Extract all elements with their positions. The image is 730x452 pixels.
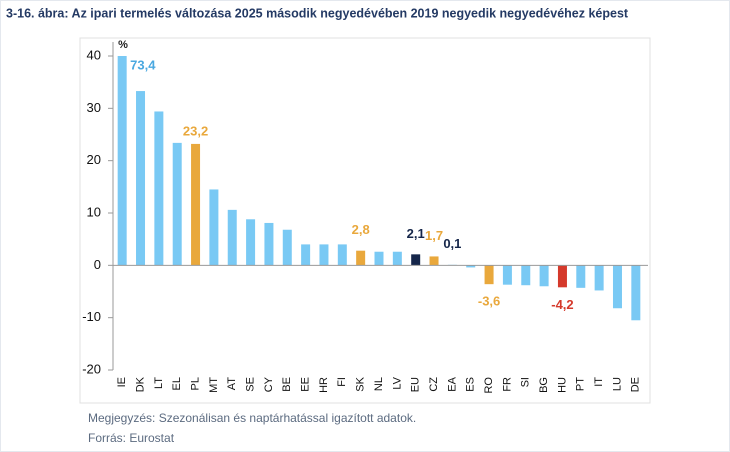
- bar: [612, 265, 622, 309]
- bar: [374, 251, 384, 266]
- x-tick-label: SK: [355, 376, 367, 391]
- bar: [594, 265, 604, 291]
- x-tick-label: LU: [611, 377, 623, 391]
- bar: [264, 222, 274, 266]
- bar: [136, 91, 146, 266]
- bar: [631, 265, 641, 321]
- value-label: -4,2: [551, 297, 573, 312]
- bar: [521, 265, 531, 286]
- x-tick-label: RO: [483, 377, 495, 394]
- x-tick-label: IT: [593, 377, 605, 387]
- value-label: 73,4: [130, 57, 156, 72]
- x-tick-label: NL: [373, 377, 385, 391]
- x-tick-label: HU: [556, 377, 568, 393]
- bar: [209, 189, 219, 266]
- value-label: -3,6: [478, 294, 500, 309]
- x-tick-label: EE: [300, 377, 312, 392]
- x-tick-label: EL: [171, 377, 183, 390]
- x-tick-label: MT: [208, 377, 220, 393]
- y-tick-label: -10: [82, 309, 101, 324]
- bar: [466, 265, 476, 268]
- plot-frame: [79, 37, 651, 404]
- y-tick-label: 30: [87, 100, 101, 115]
- value-label: 0,1: [443, 236, 461, 251]
- x-tick-label: ES: [465, 377, 477, 392]
- bar: [117, 56, 127, 266]
- bar: [154, 111, 164, 266]
- y-tick-label: 40: [87, 47, 101, 62]
- x-tick-label: SI: [520, 377, 532, 387]
- y-tick-label: -20: [82, 361, 101, 376]
- bar: [576, 265, 586, 288]
- x-tick-label: EA: [446, 376, 458, 391]
- value-label: 2,1: [407, 226, 425, 241]
- x-tick-label: DK: [134, 376, 146, 392]
- bar: [356, 250, 366, 266]
- x-tick-label: PT: [575, 377, 587, 391]
- x-tick-label: BG: [538, 377, 550, 393]
- bar: [191, 143, 201, 266]
- y-tick-label: 0: [94, 257, 101, 272]
- x-tick-label: HR: [318, 377, 330, 393]
- y-unit: %: [118, 39, 128, 51]
- note: Megjegyzés: Szezonálisan és naptárhatáss…: [88, 411, 416, 425]
- bar: [337, 244, 347, 266]
- x-tick-label: LT: [153, 377, 165, 389]
- x-tick-label: AT: [226, 377, 238, 391]
- x-tick-label: FR: [501, 377, 513, 392]
- x-tick-label: CZ: [428, 377, 440, 392]
- bar: [484, 265, 494, 285]
- bar: [319, 244, 329, 266]
- bar: [539, 265, 549, 287]
- value-label: 2,8: [352, 222, 370, 237]
- bar: [392, 251, 402, 266]
- bars: [117, 56, 641, 321]
- value-label: 23,2: [183, 123, 208, 138]
- bar: [557, 265, 567, 288]
- x-tick-label: PL: [189, 377, 201, 390]
- y-tick-label: 10: [87, 204, 101, 219]
- x-tick-label: DE: [630, 377, 642, 392]
- bar: [172, 142, 182, 266]
- x-tick-label: CY: [263, 376, 275, 392]
- x-tick-label: BE: [281, 377, 293, 392]
- x-tick-label: LV: [391, 376, 403, 389]
- bar: [227, 209, 237, 266]
- chart-title: 3-16. ábra: Az ipari termelés változása …: [6, 6, 629, 20]
- x-tick-label: EU: [410, 377, 422, 392]
- bar: [301, 244, 311, 266]
- bar: [282, 229, 292, 266]
- x-tick-label: SE: [244, 377, 256, 392]
- x-tick-label: FI: [336, 377, 348, 387]
- bar: [246, 219, 256, 266]
- bar: [411, 254, 421, 266]
- bar: [429, 256, 439, 266]
- value-label: 1,7: [425, 228, 443, 243]
- y-tick-label: 20: [87, 152, 101, 167]
- source: Forrás: Eurostat: [88, 431, 175, 445]
- bar: [502, 265, 512, 285]
- x-tick-label: IE: [116, 377, 128, 387]
